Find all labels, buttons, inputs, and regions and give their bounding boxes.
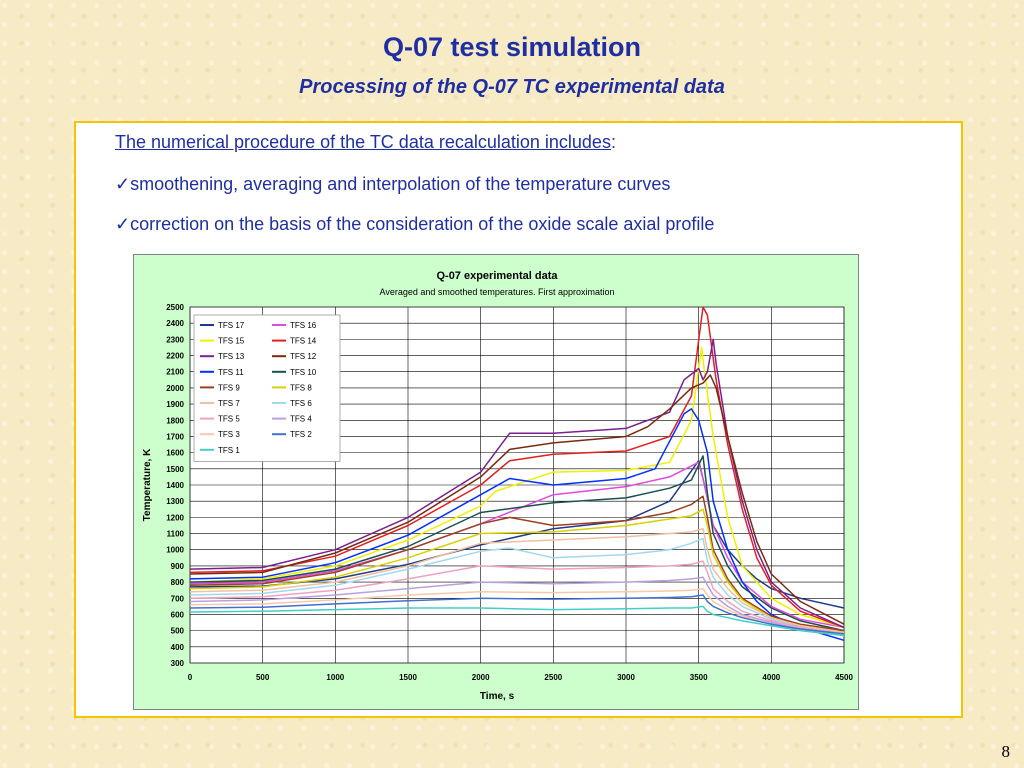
y-tick-label: 500 [171,627,185,636]
legend-entry: TFS 3 [218,430,240,439]
legend-entry: TFS 4 [290,415,312,424]
legend-entry: TFS 10 [290,368,317,377]
y-tick-label: 700 [171,594,185,603]
intro-colon: : [610,132,616,152]
x-axis-label: Time, s [480,691,515,702]
legend-entry: TFS 16 [290,321,317,330]
legend-entry: TFS 14 [290,337,317,346]
series-line-tfs-10 [189,455,845,632]
y-tick-label: 1300 [166,497,184,506]
plot-area: 300 400 500 600 700 800 900 1000 1100 1200 1300 140… [166,303,853,682]
y-tick-label: 2400 [166,319,184,328]
y-axis-label: Temperature, K [142,448,153,521]
chart-subtitle: Averaged and smoothed temperatures. Firs… [380,287,615,297]
intro-line: The numerical procedure of the TC data r… [115,132,616,153]
page-number: 8 [1001,742,1011,761]
y-tick-label: 1800 [166,416,184,425]
y-tick-label: 600 [171,610,185,619]
slide-title: Q-07 test simulation [382,32,642,62]
legend-entry: TFS 12 [290,352,317,361]
y-tick-label: 1000 [166,546,184,555]
y-tick-label: 1400 [166,481,184,490]
legend-entry: TFS 13 [218,352,245,361]
x-tick-label: 3000 [617,673,635,682]
series-line-tfs-12 [189,374,845,625]
y-tick-label: 1200 [166,513,184,522]
y-tick-label: 1700 [166,432,184,441]
y-tick-label: 1600 [166,449,184,458]
series-line-tfs-16 [189,461,845,629]
bullet-text: correction on the basis of the considera… [130,214,715,234]
y-tick-label: 1100 [167,530,185,539]
chart-title: Q-07 experimental data [436,270,558,282]
legend-entry: TFS 8 [290,383,312,392]
check-icon: ✓ [115,174,131,194]
series-line-tfs-17 [189,459,845,609]
series-line-tfs-13 [189,338,845,629]
legend-entry: TFS 15 [218,337,245,346]
x-tick-label: 2500 [544,673,562,682]
temperature-chart: Q-07 experimental data Averaged and smoo… [133,254,859,710]
bullet-item: ✓correction on the basis of the consider… [115,214,714,235]
y-tick-label: 300 [171,659,185,668]
intro-text: The numerical procedure of the TC data r… [115,132,611,152]
x-tick-label: 1500 [399,673,417,682]
y-tick-label: 2500 [166,303,184,312]
legend-box [193,314,341,462]
series-line-tfs-9 [189,495,845,632]
y-tick-label: 1900 [166,400,184,409]
check-icon: ✓ [115,214,131,234]
series-line-tfs-7 [189,527,845,634]
y-tick-label: 400 [171,643,185,652]
y-tick-label: 2300 [166,335,184,344]
bullet-item: ✓smoothening, averaging and interpolatio… [115,174,670,195]
legend-entry: TFS 6 [290,399,312,408]
y-tick-label: 800 [171,578,185,587]
x-tick-label: 1000 [326,673,344,682]
slide-subtitle: Processing of the Q-07 TC experimental d… [299,76,725,98]
y-tick-label: 2000 [166,384,184,393]
x-tick-label: 4000 [762,673,780,682]
series-line-tfs-8 [189,508,845,634]
series-line-tfs-14 [189,306,845,629]
legend-entry: TFS 17 [218,321,245,330]
x-tick-label: 500 [256,673,270,682]
series-line-tfs-4 [189,576,845,637]
series-line-tfs-6 [189,537,845,635]
series-line-tfs-2 [189,594,845,635]
x-tick-label: 3500 [690,673,708,682]
legend-entry: TFS 2 [290,430,312,439]
y-tick-label: 900 [171,562,185,571]
series-line-tfs-3 [189,587,845,637]
series-line-tfs-5 [189,560,845,635]
x-tick-label: 4500 [835,673,853,682]
legend-entry: TFS 1 [218,446,240,455]
bullet-text: smoothening, averaging and interpolation… [130,174,671,194]
x-tick-label: 0 [188,673,193,682]
y-tick-label: 1500 [166,465,184,474]
x-tick-label: 2000 [472,673,490,682]
series-line-tfs-11 [189,408,845,642]
y-tick-label: 2200 [166,352,184,361]
chart-svg: Q-07 experimental data Averaged and smoo… [142,270,853,702]
legend-entry: TFS 7 [218,399,240,408]
legend-entry: TFS 5 [218,415,240,424]
y-tick-label: 2100 [166,368,184,377]
legend-entry: TFS 11 [218,368,244,377]
legend-entry: TFS 9 [218,383,240,392]
series-line-tfs-15 [189,346,845,629]
series-line-tfs-1 [189,605,845,637]
